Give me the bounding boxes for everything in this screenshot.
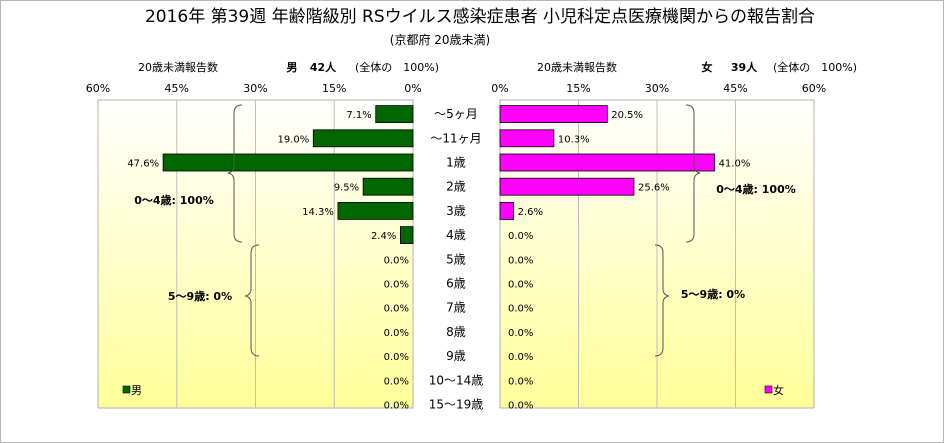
chart-title: 2016年 第39週 年齢階級別 RSウイルス感染症患者 小児科定点医療機関から… [145, 7, 815, 27]
category-label: 4歳 [446, 228, 466, 242]
category-label: 7歳 [446, 301, 466, 315]
male-value-label: 9.5% [334, 183, 359, 194]
right-brace-0-4 [685, 104, 701, 243]
male-value-label: 0.0% [384, 304, 409, 315]
left-header-count: 42人 [310, 60, 337, 74]
category-label: ～11ヶ月 [430, 131, 481, 145]
category-label: 8歳 [446, 325, 466, 339]
category-label: 5歳 [446, 252, 466, 266]
category-label: 1歳 [446, 156, 466, 170]
female-value-label: 41.0% [719, 159, 751, 170]
male-value-label: 0.0% [384, 352, 409, 363]
right-x-tick-label: 0% [491, 82, 508, 95]
female-value-label: 0.0% [508, 328, 533, 339]
legend-female-swatch [764, 385, 773, 394]
male-value-label: 0.0% [384, 376, 409, 387]
male-bar [399, 226, 414, 245]
female-bar [499, 153, 715, 172]
male-value-label: 0.0% [384, 328, 409, 339]
left-x-tick-label: 15% [322, 82, 346, 95]
male-bar [362, 177, 414, 196]
female-value-label: 0.0% [508, 231, 533, 242]
male-bar [312, 129, 414, 148]
right-x-tick-label: 30% [645, 82, 669, 95]
right-x-tick-label: 15% [566, 82, 590, 95]
female-value-label: 10.3% [558, 134, 590, 145]
right-header-count: 39人 [731, 60, 758, 74]
category-label: 15～19歳 [429, 398, 484, 412]
category-label: 2歳 [446, 180, 466, 194]
female-value-label: 0.0% [508, 401, 533, 412]
male-bar [162, 153, 414, 172]
right-group-label-5-9: 5～9歳: 0% [681, 287, 745, 301]
left-header-sex: 男 [287, 61, 298, 74]
male-value-label: 47.6% [127, 159, 159, 170]
left-brace-0-4 [227, 104, 243, 243]
female-value-label: 0.0% [508, 352, 533, 363]
right-header-label: 20歳未満報告数 [537, 61, 617, 74]
left-header-total-note: (全体の 100%) [355, 60, 439, 74]
category-label: 10～14歳 [429, 373, 484, 387]
category-label: ～5ヶ月 [434, 107, 478, 121]
male-value-label: 0.0% [384, 255, 409, 266]
left-x-tick-label: 45% [165, 82, 189, 95]
right-header-sex: 女 [702, 60, 713, 74]
female-value-label: 20.5% [611, 110, 643, 121]
category-label: 6歳 [446, 277, 466, 291]
chart-subtitle: (京都府 20歳未満) [390, 32, 490, 47]
female-value-label: 2.6% [518, 207, 543, 218]
female-value-label: 0.0% [508, 280, 533, 291]
male-bar [337, 201, 414, 220]
left-x-tick-label: 0% [404, 82, 421, 95]
left-x-tick-label: 60% [86, 82, 110, 95]
category-label: 9歳 [446, 349, 466, 363]
male-value-label: 0.0% [384, 280, 409, 291]
female-value-label: 0.0% [508, 304, 533, 315]
female-bar [499, 201, 515, 220]
male-value-label: 2.4% [371, 231, 396, 242]
right-brace-5-9 [654, 244, 670, 357]
legend-female-label: 女 [773, 383, 784, 397]
right-x-tick-label: 45% [723, 82, 747, 95]
male-bar [375, 105, 414, 123]
female-value-label: 0.0% [508, 255, 533, 266]
right-x-tick-label: 60% [802, 82, 826, 95]
female-value-label: 0.0% [508, 376, 533, 387]
female-bar [499, 129, 555, 148]
right-group-label-0-4: 0～4歳: 100% [716, 182, 796, 196]
legend-male-label: 男 [131, 384, 142, 397]
male-value-label: 0.0% [384, 401, 409, 412]
male-value-label: 19.0% [277, 134, 309, 145]
female-bar [499, 105, 608, 123]
female-value-label: 25.6% [638, 183, 670, 194]
left-group-label-5-9: 5～9歳: 0% [168, 289, 232, 303]
category-label: 3歳 [446, 204, 466, 218]
male-value-label: 14.3% [302, 207, 334, 218]
left-group-label-0-4: 0～4歳: 100% [134, 193, 214, 207]
left-brace-5-9 [244, 244, 260, 357]
left-x-tick-label: 30% [243, 82, 267, 95]
male-value-label: 7.1% [346, 110, 371, 121]
right-header-total-note: (全体の 100%) [773, 60, 857, 74]
legend-male-swatch [122, 385, 131, 394]
left-header-label: 20歳未満報告数 [138, 61, 218, 74]
female-bar [499, 177, 635, 196]
